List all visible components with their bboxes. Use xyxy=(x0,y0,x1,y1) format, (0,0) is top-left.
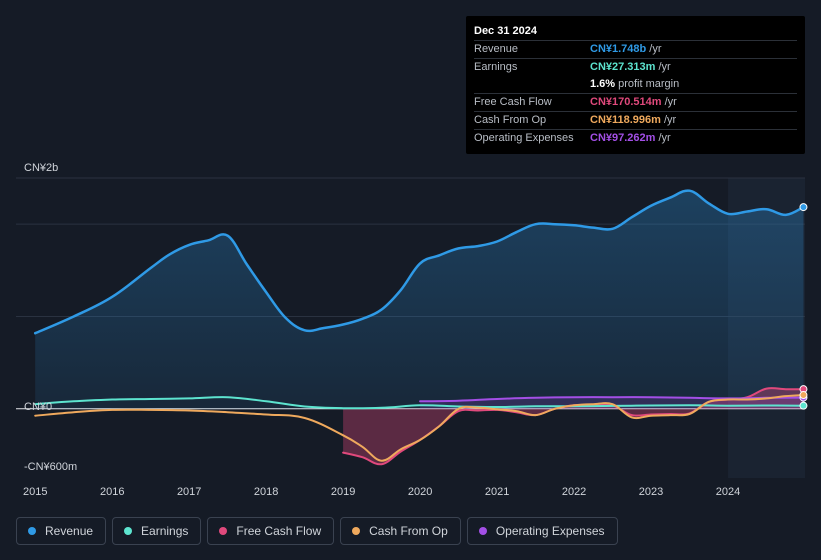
legend-dot-icon xyxy=(28,527,36,535)
tooltip-row-value: CN¥170.514m xyxy=(590,96,662,108)
series-area-revenue xyxy=(35,190,804,409)
series-line-operating-expenses xyxy=(419,396,805,403)
tooltip-row: Cash From Op CN¥118.996m/yr xyxy=(474,111,797,129)
tooltip-panel: Dec 31 2024 Revenue CN¥1.748b/yr Earnings C… xyxy=(466,16,805,154)
legend-label: Revenue xyxy=(45,524,94,538)
series-area-free-cash-flow xyxy=(343,388,804,465)
tooltip-row-label: Cash From Op xyxy=(474,114,547,126)
tooltip-row: Free Cash Flow CN¥170.514m/yr xyxy=(474,93,797,111)
x-tick-label: 2020 xyxy=(408,486,432,498)
legend: Revenue Earnings Free Cash Flow Cash From O… xyxy=(16,517,618,545)
legend-label: Operating Expenses xyxy=(495,524,605,538)
legend-dot-icon xyxy=(352,527,361,535)
x-tick-label: 2021 xyxy=(485,486,509,498)
x-tick-label: 2016 xyxy=(100,486,124,498)
tooltip-row-unit: /yr xyxy=(649,43,662,55)
legend-dot-icon xyxy=(478,527,487,535)
tooltip-row: 1.6% profit margin xyxy=(474,76,797,93)
legend-label: Earnings xyxy=(141,524,189,538)
series-line-cash-from-op xyxy=(34,394,805,462)
tooltip-row-label xyxy=(474,76,590,93)
legend-item-operating-expenses[interactable]: Operating Expenses xyxy=(466,517,618,545)
tooltip-date: Dec 31 2024 xyxy=(474,25,537,37)
series-line-earnings xyxy=(34,396,805,410)
tooltip-row-unit: /yr xyxy=(664,96,677,108)
tooltip-row-value: CN¥27.313m xyxy=(590,61,656,73)
y-label-zero: CN¥0 xyxy=(24,401,52,413)
x-tick-label: 2024 xyxy=(716,486,740,498)
tooltip-row-label: Operating Expenses xyxy=(474,132,574,144)
tooltip-row-label: Free Cash Flow xyxy=(474,96,552,108)
tooltip-row-unit: /yr xyxy=(658,61,671,73)
tooltip-row-unit: profit margin xyxy=(618,78,680,90)
tooltip-row: Revenue CN¥1.748b/yr xyxy=(474,40,797,58)
legend-label: Free Cash Flow xyxy=(236,524,322,538)
legend-dot-icon xyxy=(124,527,133,535)
x-tick-label: 2018 xyxy=(254,486,278,498)
tooltip-row: Operating Expenses CN¥97.262m/yr xyxy=(474,129,797,147)
tooltip-row-label: Revenue xyxy=(474,43,519,55)
series-end-point-cash-from-op xyxy=(799,391,808,400)
tooltip-row-unit: /yr xyxy=(663,114,677,126)
tooltip-rows: Revenue CN¥1.748b/yr Earnings CN¥27.313m/yr… xyxy=(474,40,797,147)
series-end-point-earnings xyxy=(799,401,808,410)
x-tick-label: 2015 xyxy=(23,486,47,498)
y-label-top: CN¥2b xyxy=(24,162,58,174)
legend-item-earnings[interactable]: Earnings xyxy=(112,517,202,545)
legend-dot-icon xyxy=(219,527,228,535)
series-line-revenue xyxy=(33,189,805,335)
legend-item-free-cash-flow[interactable]: Free Cash Flow xyxy=(207,517,335,545)
x-tick-label: 2017 xyxy=(177,486,201,498)
tooltip-row-value: CN¥118.996m xyxy=(590,114,661,126)
tooltip-row-label: Earnings xyxy=(474,61,518,73)
x-tick-label: 2022 xyxy=(562,486,586,498)
axis-layer: CN¥2b CN¥0 -CN¥600m 2015 2016 2017 2018 2019… xyxy=(23,162,740,498)
legend-item-revenue[interactable]: Revenue xyxy=(16,517,107,545)
tooltip-row: Earnings CN¥27.313m/yr xyxy=(474,58,797,76)
series-layer xyxy=(33,189,808,466)
tooltip-row-value: 1.6% xyxy=(590,78,616,90)
x-tick-label: 2023 xyxy=(639,486,663,498)
tooltip-row-value: CN¥1.748b xyxy=(590,43,647,55)
tooltip-row-value: CN¥97.262m xyxy=(590,132,656,144)
legend-label: Cash From Op xyxy=(369,524,448,538)
series-end-point-revenue xyxy=(799,203,808,212)
x-tick-label: 2019 xyxy=(331,486,355,498)
tooltip-row-unit: /yr xyxy=(658,132,671,144)
y-label-bottom: -CN¥600m xyxy=(24,461,77,473)
legend-item-cash-from-op[interactable]: Cash From Op xyxy=(340,517,461,545)
